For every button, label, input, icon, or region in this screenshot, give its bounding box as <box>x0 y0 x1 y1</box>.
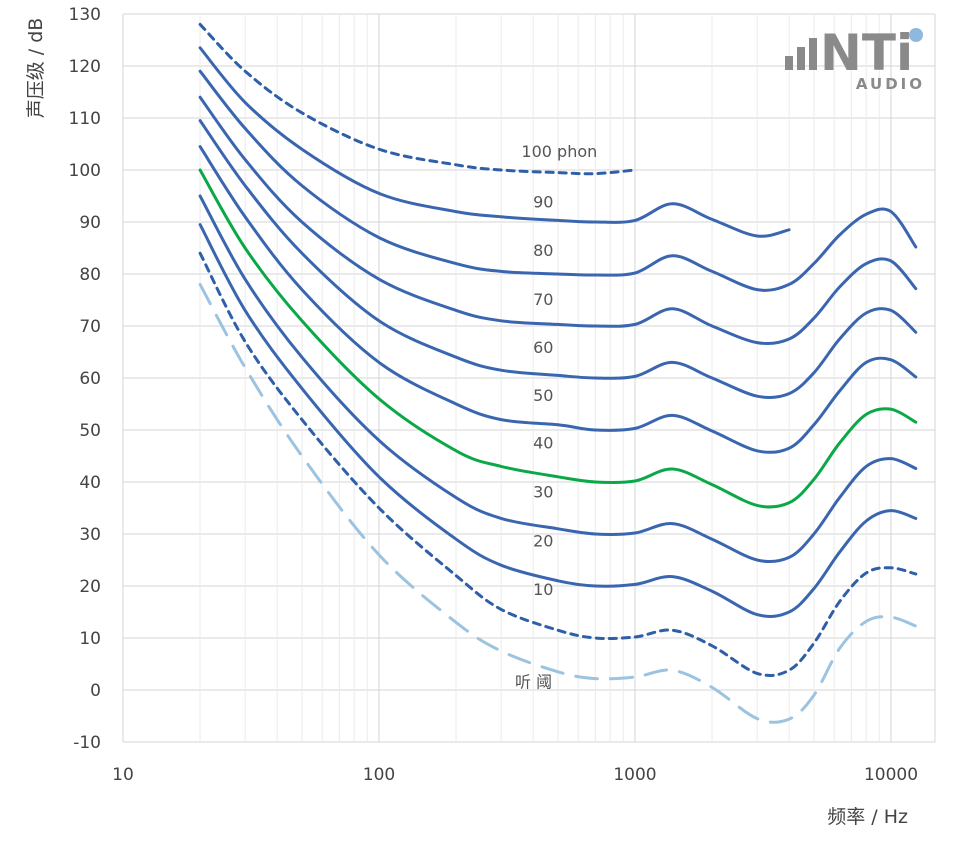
curve-label: 40 <box>533 434 553 453</box>
y-tick-label: 80 <box>79 265 101 285</box>
curve-30-phon <box>198 194 918 564</box>
curve-label: 50 <box>533 386 553 405</box>
y-tick-label: 120 <box>69 57 101 77</box>
curve-40-phon <box>198 168 918 509</box>
curve-70-phon <box>198 95 918 346</box>
logo-bar-3 <box>809 38 817 70</box>
curve-80-phon <box>198 69 918 292</box>
y-tick-label: 20 <box>79 577 101 597</box>
curve-label: 20 <box>533 531 553 550</box>
x-axis-label: 频率 / Hz <box>827 806 908 828</box>
curve-label: 60 <box>533 338 553 357</box>
y-tick-label: -10 <box>73 733 101 753</box>
logo-accent-dot <box>909 28 923 42</box>
logo-brand-text: NTi <box>820 24 913 82</box>
y-tick-label: 10 <box>79 629 101 649</box>
y-tick-label: 130 <box>69 5 101 25</box>
y-axis-label: 声压级 / dB <box>25 18 47 119</box>
y-tick-label: 50 <box>79 421 101 441</box>
curve-100-phon <box>198 22 637 176</box>
curve-90-phon <box>198 46 791 238</box>
grid <box>122 13 936 743</box>
y-tick-label: 40 <box>79 473 101 493</box>
y-tick-label: 100 <box>69 161 101 181</box>
curve-label: 90 <box>533 192 553 211</box>
y-tick-label: 0 <box>90 681 101 701</box>
curve-label: 70 <box>533 290 553 309</box>
y-tick-label: 90 <box>79 213 101 233</box>
curve-label: 30 <box>533 483 553 502</box>
curve-20-phon <box>198 223 918 618</box>
loudness-curves <box>198 22 918 724</box>
x-axis-ticks: 10 100 1000 10000 <box>112 765 918 785</box>
y-tick-label: 70 <box>79 317 101 337</box>
curve-60-phon <box>198 119 918 400</box>
y-tick-label: 110 <box>69 109 101 129</box>
x-tick-label: 100 <box>363 765 395 785</box>
curve-labels: 100 phon 90 80 70 60 50 40 30 20 10 听 阈 <box>515 142 597 691</box>
logo-bar-2 <box>797 47 805 70</box>
curve-label: 100 phon <box>521 142 597 161</box>
logo-sub-text: AUDIO <box>856 75 925 93</box>
curve-label: 80 <box>533 241 553 260</box>
curve-label: 10 <box>533 580 553 599</box>
y-tick-label: 60 <box>79 369 101 389</box>
x-tick-label: 1000 <box>613 765 656 785</box>
curve-10-phon <box>198 251 918 677</box>
curve-hearing-threshold <box>198 282 918 724</box>
logo-bar-1 <box>785 56 793 70</box>
curve-50-phon <box>198 145 918 454</box>
nti-audio-logo: NTi AUDIO <box>785 24 925 93</box>
x-tick-label: 10000 <box>864 765 918 785</box>
curve-label: 听 阈 <box>515 672 552 691</box>
x-tick-label: 10 <box>112 765 134 785</box>
y-tick-label: 30 <box>79 525 101 545</box>
